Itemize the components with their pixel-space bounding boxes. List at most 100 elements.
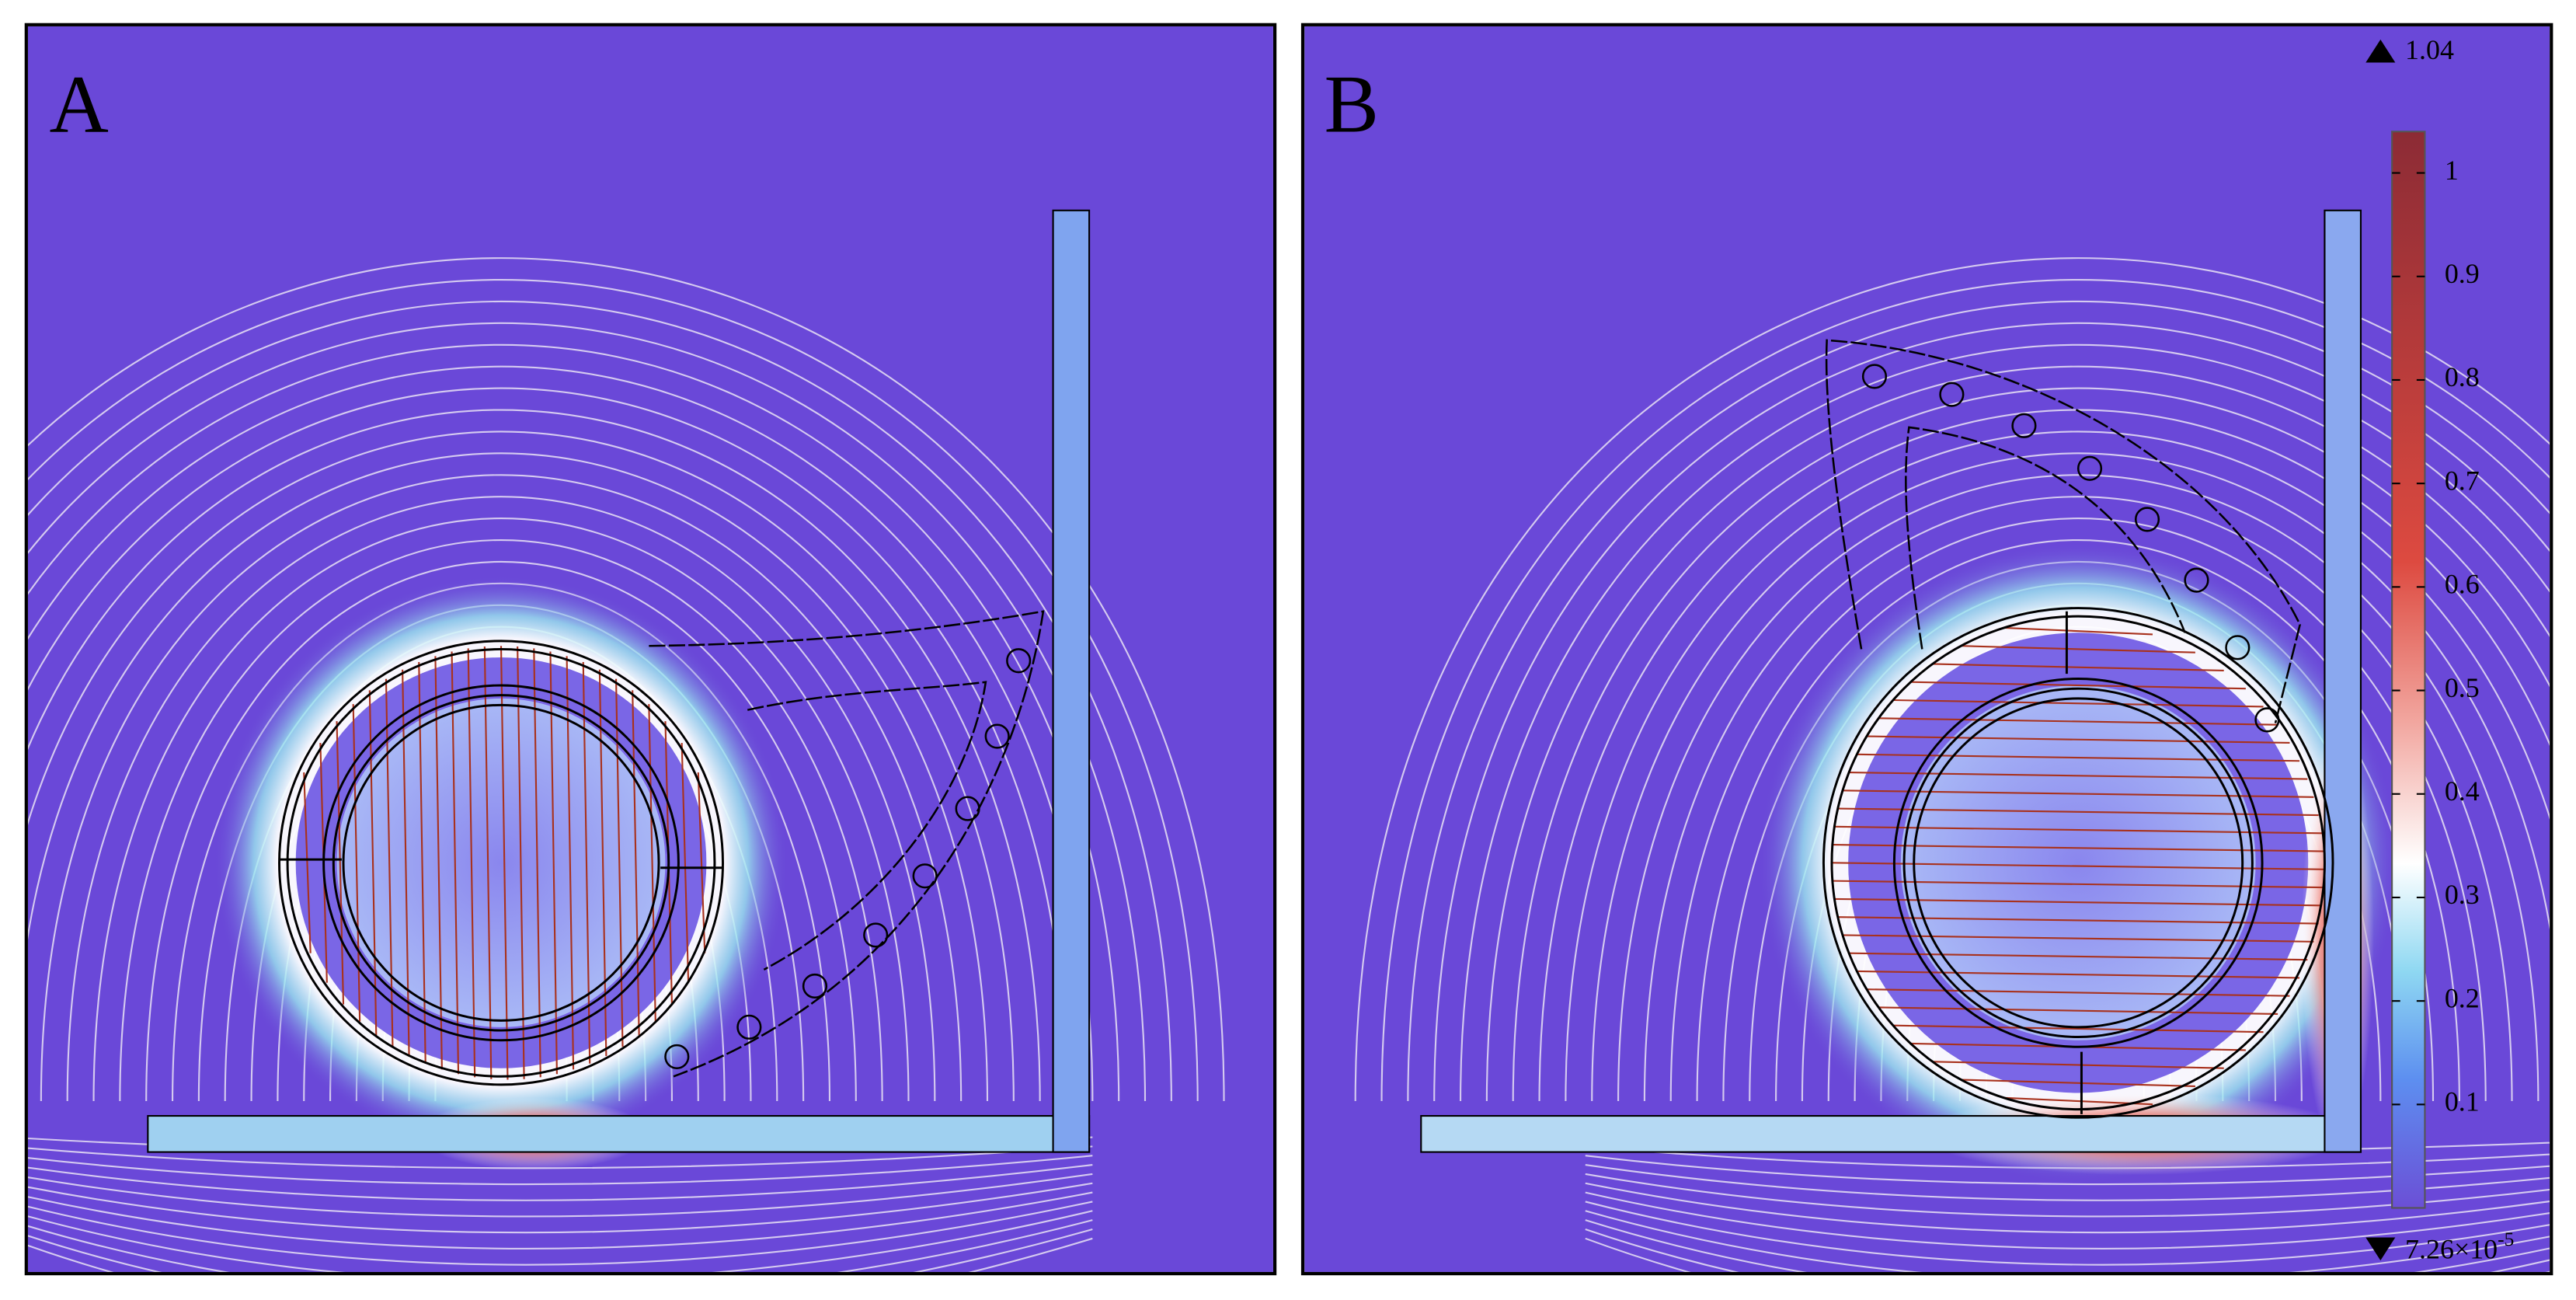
coil-line — [697, 772, 706, 953]
coil-line — [500, 646, 509, 1080]
tick-label: 0.7 — [2445, 465, 2480, 496]
coil-line — [1842, 789, 2314, 798]
coil-line — [648, 704, 656, 1022]
streamline — [27, 257, 1225, 1102]
streamline — [1354, 257, 2550, 1102]
panel-label: B — [1325, 58, 1380, 149]
coil-line — [632, 690, 640, 1036]
coil-line — [402, 669, 410, 1057]
tick-label: 0.9 — [2445, 258, 2480, 289]
colorbar-min: 7.26×10-5 — [2405, 1229, 2514, 1265]
coil-line — [1932, 1061, 2224, 1069]
streamline — [1585, 1201, 2550, 1266]
coil-line — [549, 651, 558, 1075]
coil-line — [451, 651, 460, 1075]
coil-line — [1892, 1024, 2264, 1033]
streamline — [40, 474, 963, 1102]
panel-frame — [1300, 23, 2553, 1276]
coil-line — [598, 669, 607, 1057]
coil-line — [368, 690, 378, 1036]
streamline — [27, 278, 1199, 1102]
streamline — [27, 1182, 1093, 1234]
tick-label: 0.5 — [2445, 672, 2480, 703]
streamline — [27, 430, 1015, 1102]
coil-lines — [1831, 626, 2325, 1106]
sensor-outline — [649, 610, 1045, 1078]
coil-line — [1834, 897, 2323, 907]
coil-line — [1837, 807, 2319, 817]
colorbar — [2391, 131, 2426, 1209]
coil-line — [517, 646, 525, 1079]
streamline — [27, 343, 1120, 1102]
coil-line — [1892, 699, 2264, 708]
coil-line — [566, 656, 575, 1070]
tick-label: 0.2 — [2445, 982, 2480, 1013]
sensor-outline — [1825, 339, 2302, 723]
coil-line — [1961, 1079, 2195, 1088]
tick-label: 0.3 — [2445, 879, 2480, 910]
coil-line — [533, 648, 541, 1078]
streamline — [1485, 365, 2550, 1102]
streamline — [1407, 301, 2550, 1102]
min-arrow — [2365, 1237, 2396, 1261]
streamline — [1585, 1164, 2550, 1201]
plate — [1420, 1114, 2362, 1153]
streamline — [1643, 496, 2513, 1102]
streamline — [27, 1228, 1093, 1272]
min-label: 7.26×10 — [2405, 1234, 2498, 1265]
coil-line — [303, 772, 312, 953]
streamline — [1617, 474, 2539, 1102]
streamline — [1433, 322, 2550, 1102]
coil-line — [467, 648, 476, 1078]
streamline — [1669, 518, 2487, 1102]
panel-b-field — [1304, 26, 2550, 1272]
streamline — [1585, 1191, 2550, 1249]
coil-line — [1837, 916, 2319, 925]
tick-label: 0.1 — [2445, 1086, 2480, 1117]
coil-line — [1932, 663, 2224, 671]
colorbar-ticks: 0.1 0.2 0.3 0.4 0.5 0.6 0.7 0.8 0.9 1 — [2392, 155, 2480, 1117]
plate — [1052, 209, 1091, 1153]
streamline — [27, 1219, 1093, 1272]
streamline — [1585, 1210, 2550, 1272]
min-exponent: -5 — [2498, 1229, 2514, 1250]
streamline — [1585, 1228, 2550, 1272]
streamline — [27, 365, 1094, 1102]
streamline — [1512, 387, 2550, 1102]
streamline — [92, 518, 910, 1102]
coil-line — [1849, 952, 2308, 961]
streamline — [27, 1164, 1093, 1201]
coil-line — [681, 743, 690, 983]
streamline — [27, 409, 1041, 1102]
coil-line — [1857, 753, 2300, 762]
plate — [2324, 209, 2362, 1153]
coil-line — [1866, 988, 2290, 997]
coil-line — [1878, 717, 2278, 726]
streamline — [27, 1210, 1093, 1272]
coil-line — [1878, 1006, 2278, 1015]
tick-label: 0.6 — [2445, 569, 2480, 600]
panel-a-field — [27, 26, 1273, 1272]
streamline — [1585, 1173, 2550, 1218]
coil-line — [336, 721, 345, 1005]
ring-outline — [278, 640, 724, 1086]
streamline — [27, 1191, 1093, 1249]
streamline — [1585, 1219, 2550, 1272]
sensor-holes — [1861, 364, 2280, 733]
streamline — [27, 1155, 1093, 1186]
streamline — [1591, 452, 2550, 1102]
tick-label: 0.8 — [2445, 361, 2480, 392]
ring-core — [1900, 685, 2256, 1040]
sensor-holes — [664, 648, 1032, 1069]
coil-line — [1910, 681, 2246, 690]
streamline — [145, 561, 857, 1102]
coil-line — [434, 656, 443, 1070]
tick-label: 0.4 — [2445, 775, 2480, 807]
colorbar-max: 1.04 — [2405, 34, 2454, 65]
coil-line — [1961, 645, 2195, 653]
coil-line — [1866, 735, 2290, 744]
streamline — [119, 538, 883, 1102]
streamline — [1585, 1182, 2550, 1234]
